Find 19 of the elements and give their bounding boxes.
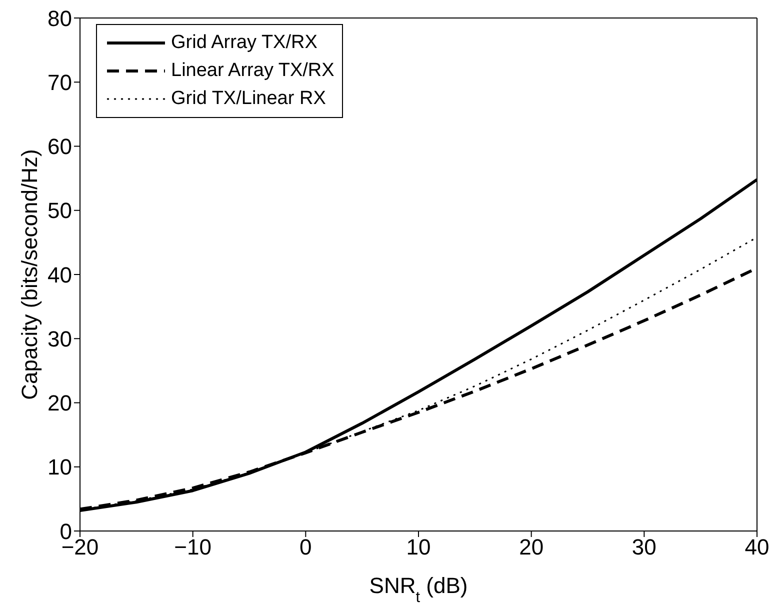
x-tick-label: 40: [744, 534, 770, 560]
x-tick-label: 20: [519, 534, 544, 560]
y-tick-label: 20: [48, 390, 72, 416]
legend-label: Linear Array TX/RX: [171, 60, 334, 82]
legend-label: Grid Array TX/RX: [171, 32, 318, 54]
x-tick-label: 10: [406, 534, 431, 560]
y-tick-label: 10: [48, 454, 72, 480]
x-tick-label: 30: [632, 534, 656, 560]
y-tick-label: 60: [48, 134, 72, 160]
x-tick-label: 0: [300, 534, 312, 560]
y-axis-title: Capacity (bits/second/Hz): [16, 149, 42, 400]
y-tick-label: 40: [48, 262, 72, 288]
y-tick-label: 50: [48, 198, 72, 224]
y-tick-label: 80: [48, 6, 72, 31]
legend-label: Grid TX/Linear RX: [171, 88, 326, 110]
x-tick-label: −10: [174, 534, 212, 560]
y-tick-label: 30: [48, 326, 72, 352]
x-axis-title: SNR$_{t}$ (dB): [369, 573, 468, 606]
y-tick-label: 70: [48, 70, 72, 95]
